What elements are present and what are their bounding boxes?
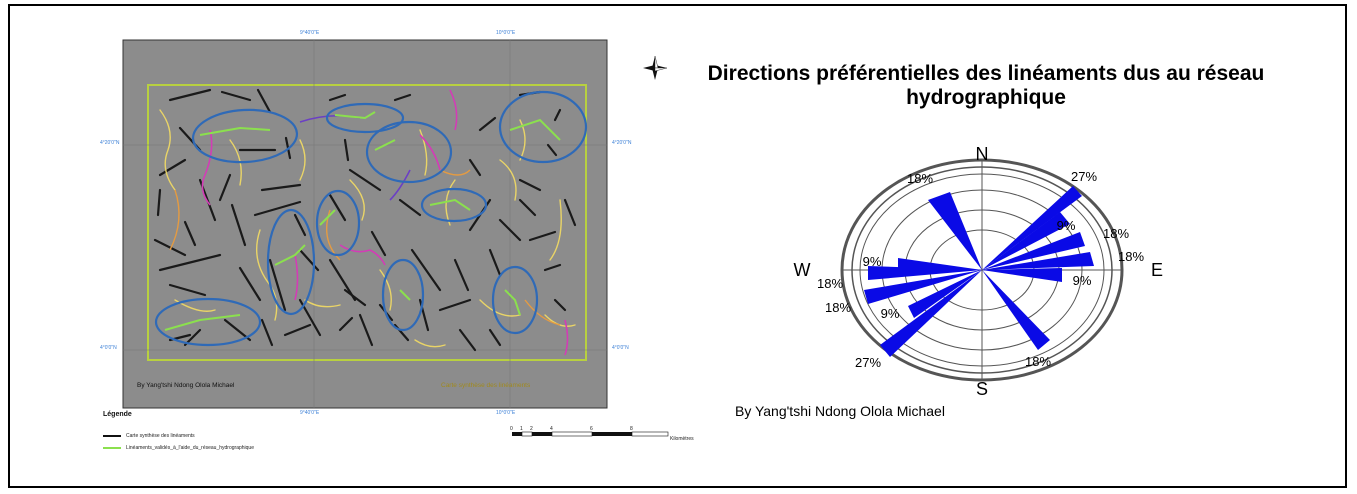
- rose-label: 9%: [863, 254, 882, 269]
- lineament-map: [122, 39, 669, 437]
- north-arrow-icon: [643, 55, 668, 80]
- coord-right-lower: 4°0'0"N: [612, 345, 629, 351]
- coord-top-left: 9°40'0"E: [300, 30, 320, 36]
- legend-label: Carte synthèse des linéaments: [126, 433, 195, 439]
- compass-s: S: [976, 379, 988, 399]
- rose-title: Directions préférentielles des linéament…: [707, 62, 1265, 109]
- petal-sse: [982, 270, 1050, 350]
- rose-diagram: N S E W 18% 27% 9% 18% 18% 9% 9% 18% 18%…: [794, 144, 1164, 399]
- petal-sw-long: [880, 270, 982, 357]
- map-background: [122, 39, 608, 409]
- rose-label: 18%: [1025, 354, 1051, 369]
- map-credit: By Yang'tshi Ndong Olola Michael: [137, 382, 235, 389]
- coord-top-right: 10°0'0"E: [496, 30, 516, 36]
- legend-swatch-black: [103, 435, 121, 437]
- scale-tick: 2: [530, 426, 533, 432]
- rose-label: 9%: [1057, 218, 1076, 233]
- rose-label: 18%: [817, 276, 843, 291]
- map-title: Carte synthèse des linéaments: [441, 382, 531, 389]
- petal-ne-3: [982, 232, 1085, 270]
- legend-item-validated: Linéaments_validés_à_l'aide_du_réseau_hy…: [103, 445, 254, 451]
- petal-ene: [982, 252, 1094, 270]
- figure-frame: [8, 4, 1347, 488]
- lineaments-black: [153, 88, 577, 352]
- scale-tick: 1: [520, 426, 523, 432]
- scale-tick: 0: [510, 426, 513, 432]
- petal-e: [982, 268, 1062, 282]
- rose-label: 18%: [825, 300, 851, 315]
- rose-label: 18%: [907, 171, 933, 186]
- compass-n: N: [976, 144, 989, 164]
- lineament-clusters: [154, 90, 588, 347]
- rose-label: 18%: [1118, 249, 1144, 264]
- scale-tick: 4: [550, 426, 553, 432]
- petal-ne-long: [982, 186, 1082, 270]
- scale-tick: 8: [630, 426, 633, 432]
- legend-swatch-green: [103, 447, 121, 449]
- petal-nnw: [928, 192, 982, 270]
- scale-bar: [512, 431, 669, 437]
- coord-left-upper: 4°20'0"N: [100, 140, 120, 146]
- compass-w: W: [794, 260, 811, 280]
- map-inner-border: [147, 84, 587, 361]
- coord-right-upper: 4°20'0"N: [612, 140, 632, 146]
- petal-wsw: [864, 270, 982, 304]
- scale-unit: Kilomètres: [670, 436, 694, 442]
- rose-label: 18%: [1103, 226, 1129, 241]
- coord-bottom-left: 9°40'0"E: [300, 410, 320, 416]
- rose-credit: By Yang'tshi Ndong Olola Michael: [735, 403, 945, 419]
- scale-tick: 6: [590, 426, 593, 432]
- petal-ne-2: [982, 212, 1070, 270]
- coord-bottom-right: 10°0'0"E: [496, 410, 516, 416]
- rose-petals: [864, 186, 1094, 357]
- petal-w-2: [868, 266, 982, 280]
- petal-sw-short: [908, 270, 982, 318]
- rose-label: 9%: [1073, 273, 1092, 288]
- rose-label: 27%: [1071, 169, 1097, 184]
- legend-title: Légende: [103, 411, 132, 418]
- compass-e: E: [1151, 260, 1163, 280]
- coord-left-lower: 4°0'0"N: [100, 345, 117, 351]
- legend-label: Linéaments_validés_à_l'aide_du_réseau_hy…: [126, 445, 254, 451]
- legend-item-lineaments: Carte synthèse des linéaments: [103, 433, 195, 439]
- rose-label: 27%: [855, 355, 881, 370]
- rose-label: 9%: [881, 306, 900, 321]
- validated-lineaments: [164, 111, 561, 331]
